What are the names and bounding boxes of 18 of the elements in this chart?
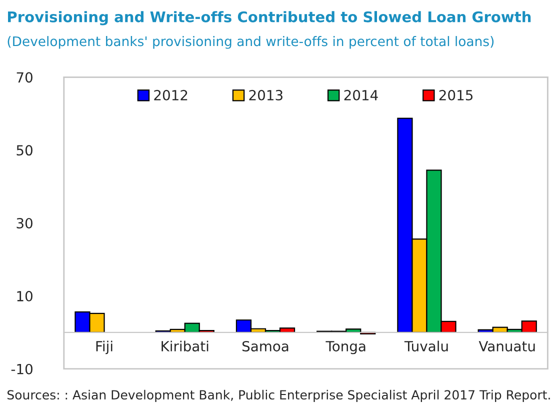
y-tick-label: 30 xyxy=(16,218,32,228)
legend-label: 2015 xyxy=(439,90,473,100)
y-tick-label: 70 xyxy=(16,72,32,83)
legend-label: 2014 xyxy=(344,90,378,100)
x-tick-label: Samoa xyxy=(242,340,288,352)
x-tick-label: Fiji xyxy=(96,340,112,354)
y-tick-label: -10 xyxy=(11,364,32,374)
legend-label: 2012 xyxy=(154,90,188,100)
x-tick-label: Tuvalu xyxy=(404,340,448,352)
legend-label: 2013 xyxy=(249,90,282,100)
chart-title: Provisioning and Write-offs Contributed to Slowed Loan Growth xyxy=(8,11,531,26)
source-note: Sources: : Asian Development Bank, Public Enterprise Specialist April 2017 Trip Report. xyxy=(7,390,550,402)
x-tick-label: Kiribati xyxy=(162,340,208,352)
chart-subtitle: (Development banks' provisioning and write-offs in percent of total loans) xyxy=(8,36,494,49)
x-tick-label: Tonga xyxy=(326,341,366,354)
y-tick-label: 50 xyxy=(16,145,32,156)
x-tick-label: Vanuatu xyxy=(478,341,535,352)
y-tick-label: 10 xyxy=(17,290,32,302)
